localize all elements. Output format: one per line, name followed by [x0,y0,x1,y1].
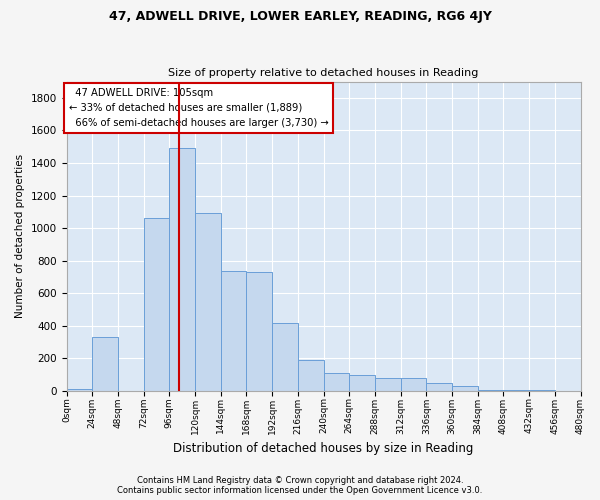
Text: Contains HM Land Registry data © Crown copyright and database right 2024.
Contai: Contains HM Land Registry data © Crown c… [118,476,482,495]
Bar [452,386,478,391]
X-axis label: Distribution of detached houses by size in Reading: Distribution of detached houses by size … [173,442,474,455]
Bar [323,373,349,391]
Bar [272,322,298,391]
Title: Size of property relative to detached houses in Reading: Size of property relative to detached ho… [169,68,479,78]
Bar [375,378,401,391]
Text: 47 ADWELL DRIVE: 105sqm
← 33% of detached houses are smaller (1,889)
  66% of se: 47 ADWELL DRIVE: 105sqm ← 33% of detache… [68,88,328,128]
Bar [503,390,529,391]
Bar [298,360,323,391]
Bar [478,390,503,391]
Y-axis label: Number of detached properties: Number of detached properties [15,154,25,318]
Bar [92,338,118,391]
Bar [401,378,427,391]
Text: 47, ADWELL DRIVE, LOWER EARLEY, READING, RG6 4JY: 47, ADWELL DRIVE, LOWER EARLEY, READING,… [109,10,491,23]
Bar [349,375,375,391]
Bar [247,272,272,391]
Bar [169,148,195,391]
Bar [67,390,92,391]
Bar [143,218,169,391]
Bar [529,390,555,391]
Bar [427,383,452,391]
Bar [195,214,221,391]
Bar [221,270,247,391]
